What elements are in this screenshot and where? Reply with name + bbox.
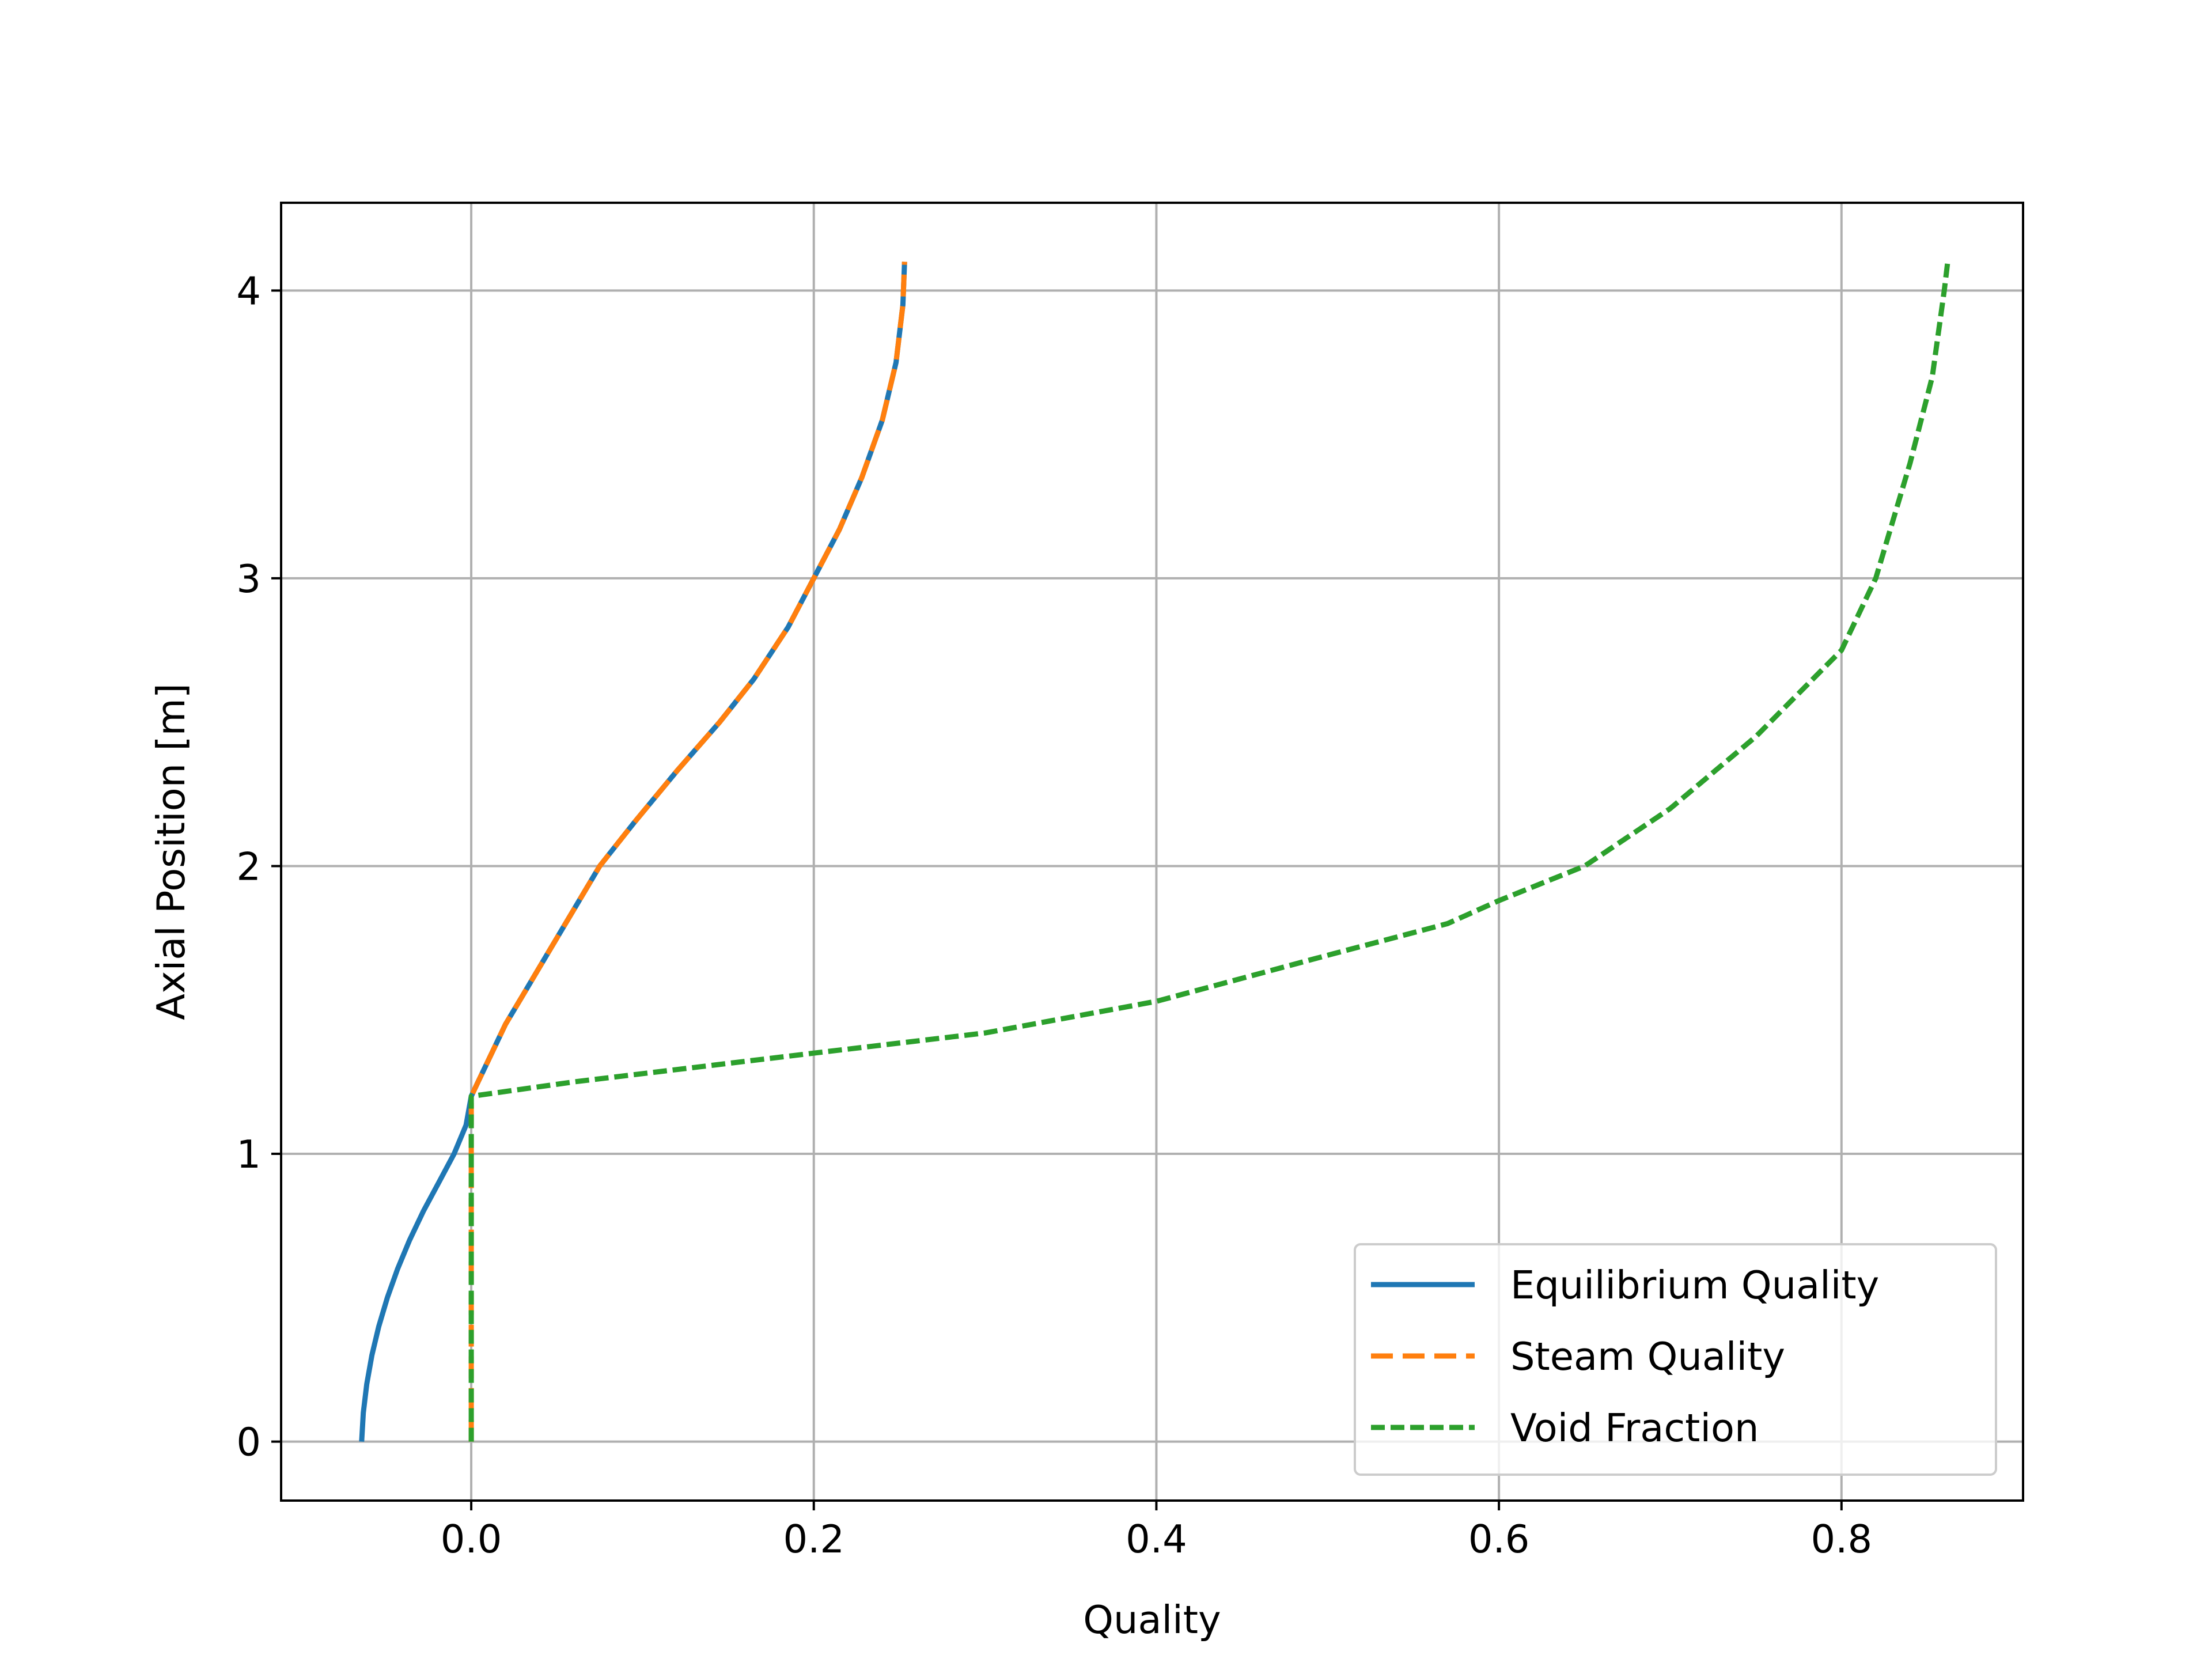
- series-line-2: [468, 262, 907, 1442]
- x-tick-label: 0.2: [783, 1517, 844, 1562]
- legend-label: Void Fraction: [1510, 1406, 1759, 1450]
- y-tick-label: 3: [236, 556, 261, 601]
- legend-label: Steam Quality: [1510, 1334, 1785, 1379]
- x-tick-label: 0.8: [1811, 1517, 1873, 1562]
- plot-lines: [359, 261, 1950, 1442]
- y-tick-label: 0: [236, 1420, 261, 1465]
- y-tick-label: 1: [236, 1132, 261, 1177]
- x-tick-label: 0.6: [1468, 1517, 1530, 1562]
- y-axis-label: Axial Position [m]: [149, 683, 194, 1020]
- y-tick-label: 2: [236, 844, 261, 889]
- plot-frame: [280, 202, 2024, 1502]
- x-axis-label: Quality: [1083, 1597, 1221, 1642]
- x-tick-label: 0.0: [441, 1517, 502, 1562]
- x-tick-label: 0.4: [1126, 1517, 1187, 1562]
- ticks: 0.0 0.2 0.4 0.6 0.8 0 1 2 3 4: [236, 268, 1872, 1562]
- legend-box: [1354, 1243, 1997, 1476]
- legend: Equilibrium Quality Steam Quality Void Fra…: [1354, 1243, 1997, 1476]
- series-line-3: [468, 261, 1950, 1442]
- grid: [281, 203, 2023, 1501]
- legend-label: Equilibrium Quality: [1510, 1263, 1879, 1308]
- y-tick-label: 4: [236, 268, 261, 313]
